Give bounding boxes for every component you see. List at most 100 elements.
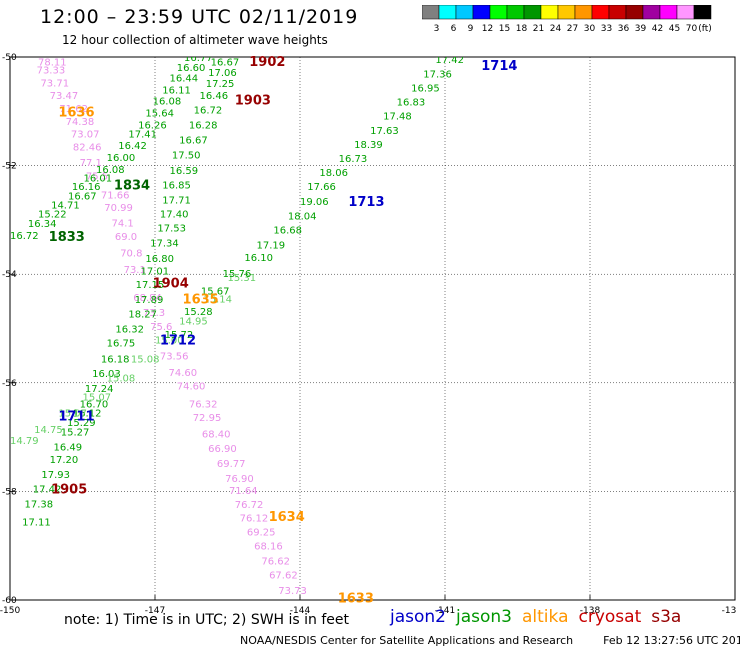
y-tick-label: -50	[2, 53, 17, 63]
y-tick-label: -58	[2, 487, 17, 497]
wave-height-value: 75.5	[86, 171, 108, 182]
wave-height-value: 15.72	[165, 330, 194, 341]
wave-height-value: 16.83	[397, 98, 426, 109]
wave-height-value: 66.90	[208, 444, 237, 455]
x-tick-label: -138	[580, 606, 601, 616]
wave-height-value: 73.3	[143, 308, 165, 319]
satellite-legend: jason2 jason3 altika cryosat s3a	[390, 607, 691, 627]
wave-height-value: 18.39	[354, 140, 383, 151]
pass-time-label: 1833	[49, 230, 85, 245]
pass-time-label: 1903	[235, 93, 271, 108]
wave-height-value: 73.71	[40, 79, 69, 90]
wave-height-value: 78.11	[38, 57, 67, 68]
satellite-jason3: jason3	[456, 607, 512, 627]
wave-height-value: 69.25	[247, 528, 276, 539]
wave-height-value: 16.60	[177, 63, 206, 74]
legend-label: 33	[601, 24, 612, 34]
wave-height-value: 17.11	[22, 517, 51, 528]
pass-time-label: 1834	[114, 179, 150, 194]
wave-height-value: 17.23	[472, 13, 501, 24]
wave-height-value: 17.93	[41, 470, 70, 481]
wave-height-value: 17.36	[423, 69, 452, 80]
wave-height-value: 16.00	[107, 153, 136, 164]
wave-height-value: 15.27	[61, 428, 90, 439]
legend-label: 70	[686, 24, 698, 34]
wave-height-value: 17.38	[25, 499, 54, 510]
wave-height-value: 16.95	[411, 83, 440, 94]
y-tick-label: -52	[2, 162, 17, 172]
wave-height-value: 15.00	[155, 335, 184, 346]
wave-height-value: 16.01	[83, 174, 112, 185]
wave-height-value: 16.08	[96, 165, 125, 176]
wave-height-value: 14.75	[34, 425, 63, 436]
page-title: 12:00 – 23:59 UTC 02/11/2019	[40, 6, 359, 28]
wave-height-value: 73.1	[124, 265, 146, 276]
wave-height-value: 17.71	[162, 195, 191, 206]
wave-height-value: 16.08	[153, 96, 182, 107]
x-tick-label: -141	[435, 606, 455, 616]
wave-height-value: 18.27	[128, 309, 157, 320]
legend-label: 6	[451, 24, 457, 34]
wave-height-value: 17.48	[383, 112, 412, 123]
pass-time-label: 1712	[160, 333, 196, 348]
wave-height-value: 17.40	[160, 209, 189, 220]
wave-height-value: 17.53	[157, 224, 186, 235]
pass-time-label: 1713	[348, 195, 384, 210]
wave-height-value: 16.70	[80, 399, 109, 410]
wave-height-value: 76.12	[240, 513, 269, 524]
wave-height-value: 17.06	[208, 68, 237, 79]
wave-height-value: 16.34	[28, 219, 57, 230]
wave-height-value: 17.24	[85, 384, 114, 395]
wave-height-value: 14.71	[51, 201, 80, 212]
pass-time-label: 1635	[183, 293, 219, 308]
legend-label: 9	[468, 24, 474, 34]
legend-label: 27	[567, 24, 578, 34]
wave-height-value: 17.42	[33, 485, 62, 496]
wave-height-value: 16.49	[54, 442, 83, 453]
wave-height-value: 16.12	[73, 409, 102, 420]
wave-height-value: 14.95	[179, 316, 208, 327]
wave-height-value: 18.04	[288, 212, 317, 223]
wave-height-value: 16.26	[138, 120, 167, 131]
wave-height-value: 71.66	[101, 190, 130, 201]
page-subtitle: 12 hour collection of altimeter wave hei…	[62, 33, 328, 47]
wave-height-value: 16.72	[10, 231, 39, 242]
wave-height-value: 74.60	[177, 382, 206, 393]
legend-label: 36	[618, 24, 630, 34]
pass-time-label: 1904	[153, 276, 189, 291]
wave-height-value: 15.07	[83, 392, 112, 403]
wave-height-value: 69.0	[115, 232, 137, 243]
wave-height-value: 70.99	[104, 203, 133, 214]
wave-height-value: 72.95	[193, 413, 222, 424]
wave-height-value: 18.06	[319, 168, 348, 179]
footer-note: note: 1) Time is in UTC; 2) SWH is in fe…	[64, 612, 350, 628]
track-C: 17.11 17.38 17.42 17.93 17.20 16.49 15.2715.29…	[22, 57, 239, 528]
wave-height-value: 15.76	[223, 269, 252, 280]
credit-line: NOAA/NESDIS Center for Satellite Applica…	[240, 634, 740, 647]
wave-height-value: 15.28	[184, 307, 213, 318]
pass-time-labels: 1636 1902 1903 1834 1833 1904 1635 1712 1711 1905…	[49, 55, 518, 606]
wave-height-value: 71.64	[229, 486, 258, 497]
wave-height-value: 71.62	[59, 104, 88, 115]
pass-time-label: 1711	[58, 409, 94, 424]
wave-height-value: 16.73	[339, 154, 368, 165]
wave-height-value: 76.32	[189, 399, 218, 410]
wave-height-value: 15.31	[228, 273, 257, 284]
wave-height-value: 74.1	[112, 219, 134, 230]
legend-label: 12	[482, 24, 493, 34]
wave-height-value: 19.06	[300, 197, 329, 208]
wave-height-value: 73.33	[37, 65, 66, 76]
wave-height-value: 15.07	[58, 409, 87, 420]
wave-height-value: 17.15	[136, 280, 165, 291]
wave-height-value: 73.73	[278, 586, 307, 597]
wave-height-value: 17.66	[307, 182, 336, 193]
pass-time-label: 1633	[338, 591, 374, 606]
y-tick-label: -54	[2, 270, 17, 280]
wave-height-value: 74.38	[66, 117, 95, 128]
pass-time-label: 1905	[51, 483, 87, 498]
legend-label: 30	[584, 24, 596, 34]
wave-height-value: 70.8	[120, 248, 142, 259]
